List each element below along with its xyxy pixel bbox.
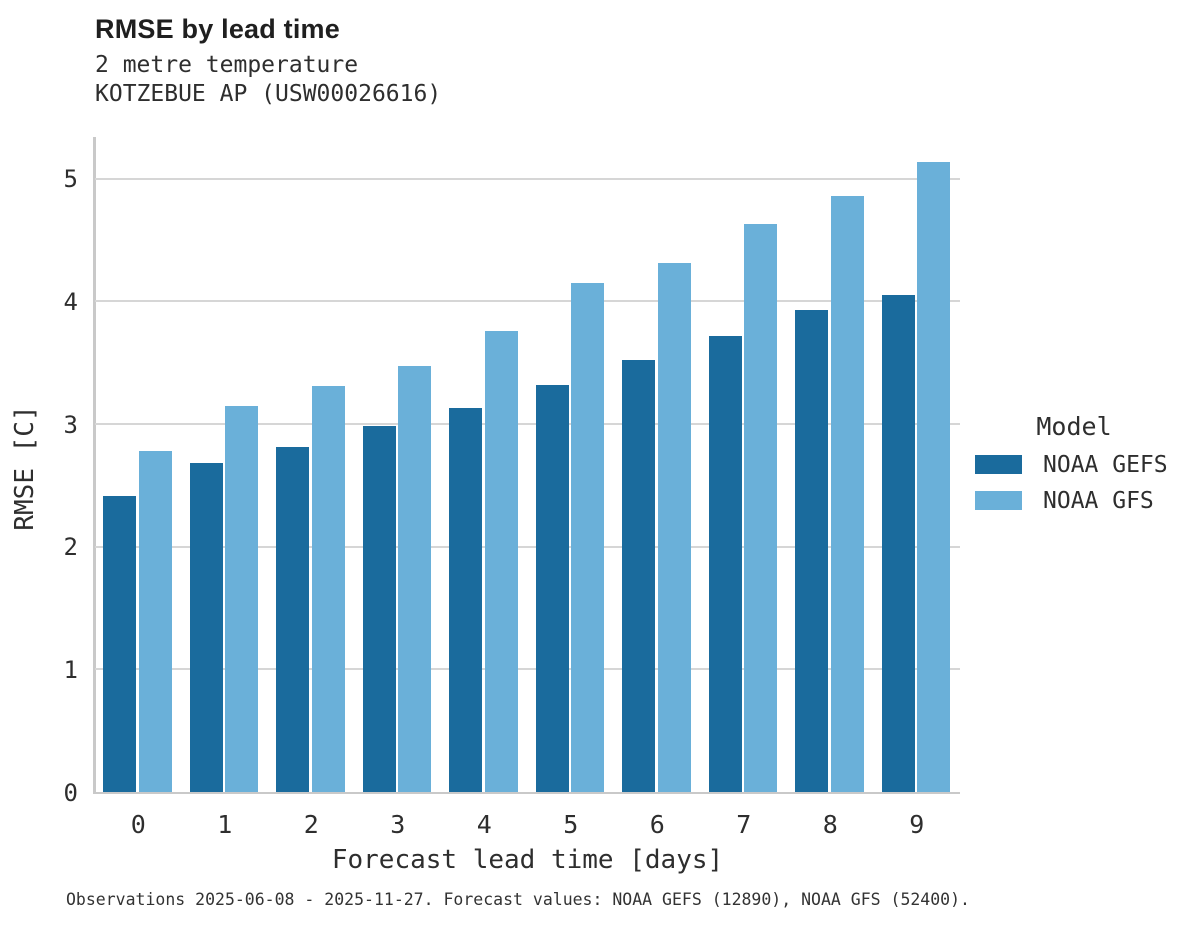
y-axis-spine bbox=[93, 137, 96, 794]
bar-noaa-gfs-day-5 bbox=[571, 282, 604, 792]
gridline-y-3 bbox=[95, 423, 960, 426]
bar-noaa-gfs-day-9 bbox=[917, 161, 950, 792]
x-tick-label-4: 4 bbox=[476, 810, 492, 839]
gridline-y-5 bbox=[95, 177, 960, 180]
chart-subtitle-station: KOTZEBUE AP (USW00026616) bbox=[95, 81, 442, 107]
x-tick-label-0: 0 bbox=[130, 810, 146, 839]
bar-noaa-gfs-day-8 bbox=[830, 195, 864, 792]
x-tick-label-1: 1 bbox=[217, 810, 233, 839]
bar-noaa-gfs-day-7 bbox=[744, 224, 777, 792]
legend-label: NOAA GFS bbox=[1043, 487, 1154, 514]
bar-noaa-gefs-day-5 bbox=[535, 384, 569, 792]
bar-noaa-gefs-day-8 bbox=[795, 309, 828, 792]
y-axis-label: RMSE [C] bbox=[10, 405, 40, 531]
y-tick-label-1: 1 bbox=[63, 655, 78, 684]
x-tick-label-7: 7 bbox=[736, 810, 752, 839]
y-tick-label-4: 4 bbox=[63, 287, 78, 316]
plot-area bbox=[95, 137, 960, 792]
bar-noaa-gefs-day-4 bbox=[449, 408, 482, 792]
bar-noaa-gefs-day-1 bbox=[189, 463, 223, 792]
bar-noaa-gefs-day-6 bbox=[622, 360, 655, 792]
x-axis-label: Forecast lead time [days] bbox=[331, 845, 724, 875]
bar-noaa-gefs-day-9 bbox=[881, 295, 915, 792]
gridline-y-1 bbox=[95, 668, 960, 671]
y-tick-label-5: 5 bbox=[63, 165, 78, 194]
legend-entries: NOAA GEFS NOAA GFS bbox=[963, 452, 1185, 514]
bar-noaa-gfs-day-6 bbox=[657, 263, 691, 792]
caption-observations: Observations 2025-06-08 - 2025-11-27. Fo… bbox=[66, 890, 970, 909]
legend-entry-noaa-gfs: NOAA GFS bbox=[963, 488, 1185, 514]
legend-swatch-icon bbox=[975, 455, 1022, 474]
bar-noaa-gfs-day-2 bbox=[311, 386, 345, 792]
legend-swatch-icon bbox=[975, 491, 1022, 510]
x-tick-label-3: 3 bbox=[390, 810, 406, 839]
x-tick-label-5: 5 bbox=[563, 810, 579, 839]
y-tick-label-3: 3 bbox=[63, 410, 78, 439]
gridline-y-2 bbox=[95, 545, 960, 548]
bar-noaa-gfs-day-3 bbox=[398, 366, 431, 792]
x-tick-label-6: 6 bbox=[649, 810, 665, 839]
chart-subtitle-variable: 2 metre temperature bbox=[95, 52, 359, 78]
x-axis-line bbox=[93, 791, 960, 794]
y-tick-label-0: 0 bbox=[63, 778, 78, 807]
bar-noaa-gefs-day-3 bbox=[362, 426, 396, 792]
y-tick-label-2: 2 bbox=[63, 533, 78, 562]
bar-noaa-gefs-day-2 bbox=[276, 447, 309, 792]
legend-title: Model bbox=[1036, 412, 1112, 441]
x-tick-label-8: 8 bbox=[822, 810, 838, 839]
x-tick-label-9: 9 bbox=[909, 810, 925, 839]
legend: Model NOAA GEFS NOAA GFS bbox=[963, 412, 1185, 527]
x-tick-label-2: 2 bbox=[303, 810, 319, 839]
bar-noaa-gfs-day-0 bbox=[138, 451, 172, 792]
bar-noaa-gefs-day-0 bbox=[103, 496, 136, 792]
bar-noaa-gfs-day-1 bbox=[225, 405, 258, 792]
legend-label: NOAA GEFS bbox=[1043, 451, 1168, 478]
bar-noaa-gfs-day-4 bbox=[484, 330, 518, 792]
legend-entry-noaa-gefs: NOAA GEFS bbox=[963, 452, 1185, 478]
bar-noaa-gefs-day-7 bbox=[708, 335, 742, 792]
chart-title: RMSE by lead time bbox=[95, 14, 340, 44]
gridline-y-4 bbox=[95, 300, 960, 303]
